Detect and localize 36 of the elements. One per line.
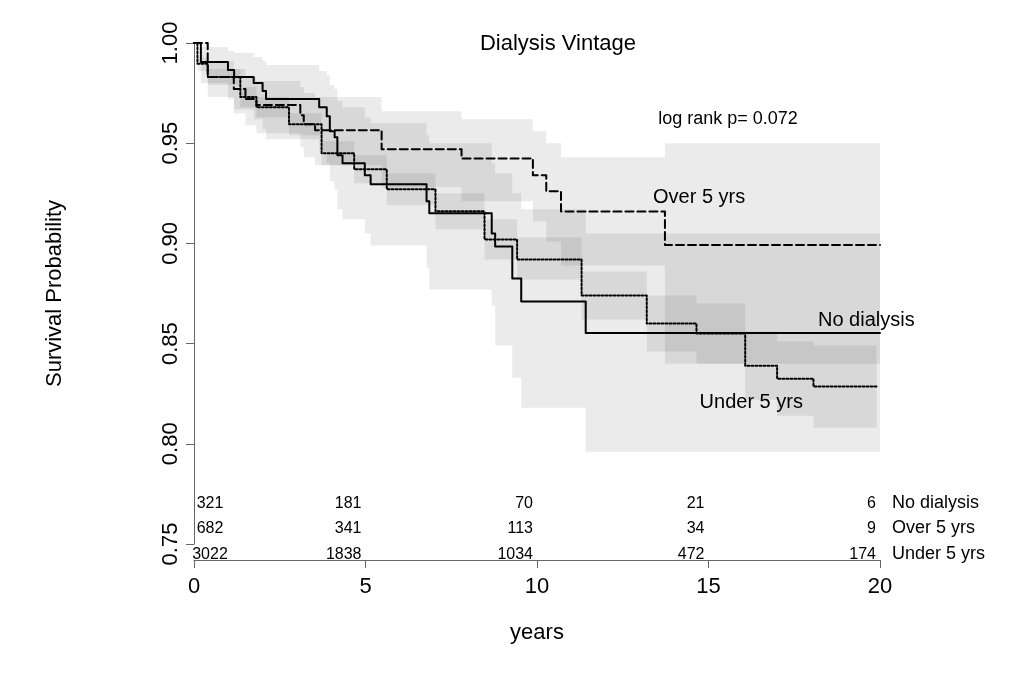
- text: 3022: [192, 544, 228, 562]
- annotation: 341: [334, 518, 362, 536]
- y-tick-label: 0.80: [156, 422, 182, 466]
- annotation: 321: [196, 493, 224, 511]
- text: 174: [849, 544, 877, 562]
- x-tick-label: 20: [867, 572, 893, 598]
- text: 1838: [325, 544, 362, 562]
- text: 472: [677, 544, 705, 562]
- annotation: 181: [334, 493, 362, 511]
- series-label: Under 5 yrs: [699, 390, 803, 413]
- y-tick-label: 0.75: [156, 522, 182, 566]
- annotation: log rank p= 0.072: [658, 108, 798, 128]
- annotation: 9: [867, 518, 877, 536]
- x-axis-title: years: [510, 618, 564, 644]
- series-label: No dialysis: [818, 307, 915, 330]
- annotation: 113: [507, 518, 534, 536]
- y-tick-label: 0.95: [156, 121, 182, 165]
- x-tick-label: 10: [524, 572, 550, 598]
- annotation: 682: [196, 518, 224, 536]
- y-tick-label: 0.85: [156, 322, 182, 366]
- chart-title: Dialysis Vintage: [479, 29, 637, 55]
- y-tick-label: 0.90: [156, 221, 182, 265]
- text: Under 5 yrs: [892, 543, 986, 563]
- x-tick-label: 0: [187, 572, 201, 598]
- annotation: 34: [686, 518, 705, 536]
- text: Over 5 yrs: [892, 517, 976, 537]
- annotation: 70: [515, 493, 534, 511]
- series-label: Over 5 yrs: [653, 185, 746, 207]
- text: 1034: [497, 544, 534, 562]
- x-tick-label: 15: [696, 572, 721, 598]
- annotation: 21: [686, 493, 705, 511]
- y-axis-title: Survival Probability: [40, 199, 66, 388]
- y-tick-label: 1.00: [156, 21, 182, 65]
- x-tick-label: 5: [359, 572, 372, 598]
- text: No dialysis: [892, 492, 980, 512]
- annotation: 6: [867, 493, 877, 511]
